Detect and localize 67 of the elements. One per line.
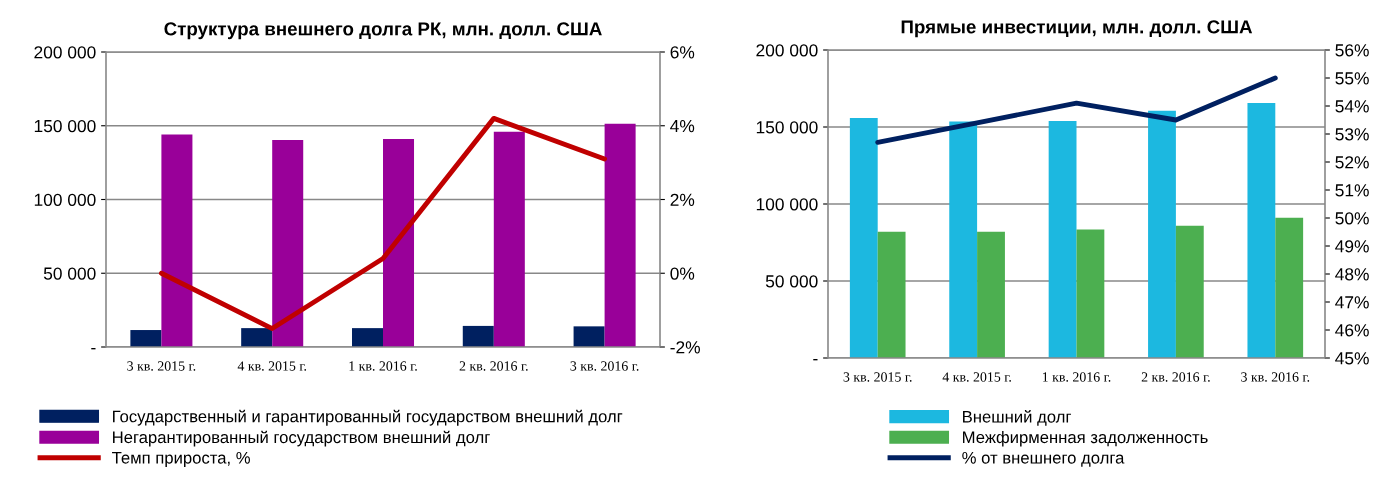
bar — [383, 139, 415, 347]
x-tick-label: 3 кв. 2016 г. — [570, 361, 639, 371]
y2-tick-label: 48% — [1335, 268, 1369, 281]
y2-tick-label: 2% — [670, 193, 695, 206]
y2-tick-label: -2% — [670, 341, 700, 354]
y-tick-label: - — [91, 348, 96, 350]
legend-label: Темп прироста, % — [112, 451, 250, 467]
y2-tick-label: 45% — [1335, 352, 1369, 365]
y-tick-label: 150 000 — [756, 121, 818, 134]
x-tick-label: 3 кв. 2016 г. — [1241, 372, 1310, 382]
y2-tick-label: 56% — [1335, 44, 1369, 57]
y2-tick-label: 46% — [1335, 324, 1369, 337]
x-tick-label: 1 кв. 2016 г. — [349, 361, 417, 371]
bar — [977, 231, 1005, 358]
y2-tick-label: 54% — [1335, 100, 1369, 113]
y-tick-label: 50 000 — [43, 267, 96, 280]
line-series — [158, 115, 608, 331]
bar — [1048, 120, 1077, 358]
bar — [1076, 229, 1105, 358]
chart-title: Прямые инвестиции, млн. долл. США — [901, 20, 1253, 38]
x-tick-label: 2 кв. 2016 г. — [459, 361, 528, 371]
line-series — [875, 75, 1278, 145]
legend-label: % от внешнего долга — [962, 451, 1125, 467]
y-tick-label: 100 000 — [756, 198, 818, 211]
x-tick-label: 4 кв. 2015 г. — [942, 372, 1011, 382]
y2-tick-label: 0% — [670, 267, 695, 280]
bar — [849, 117, 878, 358]
chart-title: Структура внешнего долга РК, млн. долл. США — [164, 22, 602, 40]
y-tick-label: 200 000 — [756, 44, 818, 57]
x-tick-label: 3 кв. 2015 г. — [127, 361, 196, 371]
y-tick-label: 50 000 — [765, 275, 818, 288]
bar — [351, 328, 383, 347]
bar — [1148, 110, 1176, 358]
bar — [949, 121, 978, 358]
legend-label: Государственный и гарантированный государством внешний долг — [113, 409, 623, 426]
legend-label: Межфирменная задолженность — [963, 430, 1208, 447]
bar — [130, 330, 162, 347]
bar — [241, 328, 273, 347]
bar — [573, 326, 605, 347]
y2-tick-label: 53% — [1335, 128, 1369, 141]
y-tick-label: 100 000 — [34, 193, 96, 206]
x-tick-label: 1 кв. 2016 г. — [1042, 372, 1111, 382]
y-tick-label: - — [813, 359, 818, 361]
y2-tick-label: 55% — [1335, 72, 1369, 85]
bar — [1247, 102, 1276, 358]
x-tick-label: 2 кв. 2016 г. — [1141, 372, 1210, 382]
bar — [272, 139, 304, 347]
y2-tick-label: 49% — [1335, 240, 1369, 253]
bar — [493, 131, 525, 347]
bar — [604, 123, 636, 347]
y2-tick-label: 6% — [670, 46, 695, 59]
bar — [161, 134, 193, 347]
bar — [1175, 225, 1204, 358]
bar — [1275, 217, 1304, 358]
y2-tick-label: 51% — [1335, 184, 1369, 197]
bar — [462, 325, 494, 347]
y-tick-label: 150 000 — [34, 119, 96, 133]
y2-tick-label: 52% — [1335, 156, 1369, 169]
legend-label: Негарантированный государством внешний долг — [113, 430, 490, 447]
x-tick-label: 3 кв. 2015 г. — [843, 372, 912, 382]
y2-tick-label: 4% — [670, 119, 695, 133]
y-tick-label: 200 000 — [34, 46, 96, 59]
y2-tick-label: 50% — [1335, 212, 1369, 225]
legend-label: Внешний долг — [963, 410, 1072, 426]
bar — [877, 231, 906, 358]
x-tick-label: 4 кв. 2015 г. — [237, 361, 307, 371]
y2-tick-label: 47% — [1335, 296, 1369, 309]
